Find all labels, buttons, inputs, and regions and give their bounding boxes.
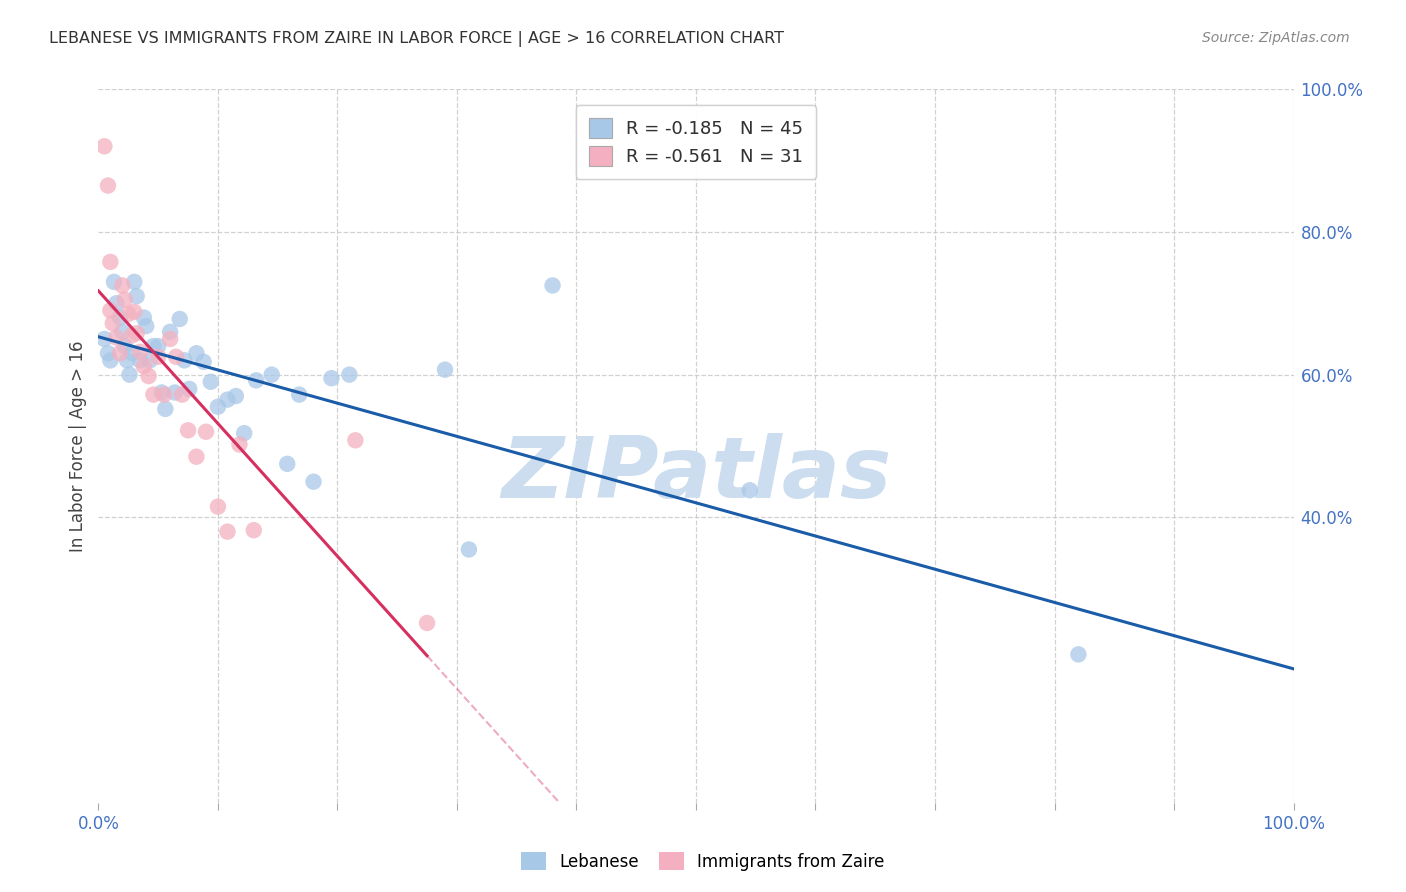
Point	[138, 369, 160, 384]
Point	[132, 310, 155, 325]
Point	[118, 368, 141, 382]
Point	[98, 255, 122, 269]
Point	[344, 434, 367, 448]
Point	[111, 278, 134, 293]
Point	[169, 312, 191, 326]
Point	[434, 362, 457, 376]
Point	[111, 325, 134, 339]
Point	[243, 523, 266, 537]
Point	[121, 328, 143, 343]
Point	[121, 346, 143, 360]
Point	[207, 500, 229, 514]
Point	[142, 339, 165, 353]
Point	[135, 319, 157, 334]
Point	[173, 353, 195, 368]
Point	[186, 450, 208, 464]
Point	[98, 353, 122, 368]
Point	[200, 375, 222, 389]
Point	[163, 385, 186, 400]
Point	[225, 389, 247, 403]
Point	[114, 339, 136, 353]
Point	[148, 339, 170, 353]
Point	[125, 289, 148, 303]
Point	[228, 437, 250, 451]
Point	[108, 310, 131, 325]
Point	[153, 387, 176, 401]
Point	[115, 353, 138, 368]
Point	[179, 382, 201, 396]
Point	[159, 332, 181, 346]
Point	[97, 178, 120, 193]
Y-axis label: In Labor Force | Age > 16: In Labor Force | Age > 16	[69, 340, 87, 552]
Point	[416, 615, 439, 630]
Point	[125, 326, 148, 341]
Point	[105, 330, 128, 344]
Point	[148, 350, 170, 364]
Point	[217, 524, 239, 539]
Point	[1067, 648, 1090, 662]
Point	[124, 275, 146, 289]
Point	[103, 275, 125, 289]
Point	[541, 278, 564, 293]
Point	[139, 353, 162, 368]
Point	[108, 346, 131, 360]
Point	[93, 139, 115, 153]
Point	[288, 387, 311, 401]
Legend: R = -0.185   N = 45, R = -0.561   N = 31: R = -0.185 N = 45, R = -0.561 N = 31	[576, 105, 815, 178]
Text: Source: ZipAtlas.com: Source: ZipAtlas.com	[1202, 31, 1350, 45]
Point	[186, 346, 208, 360]
Point	[458, 542, 481, 557]
Point	[321, 371, 343, 385]
Point	[159, 325, 181, 339]
Point	[276, 457, 298, 471]
Point	[155, 401, 177, 416]
Point	[101, 316, 124, 330]
Point	[245, 373, 267, 387]
Point	[97, 346, 120, 360]
Point	[207, 400, 229, 414]
Point	[339, 368, 361, 382]
Point	[132, 359, 155, 373]
Legend: Lebanese, Immigrants from Zaire: Lebanese, Immigrants from Zaire	[513, 844, 893, 880]
Point	[117, 307, 139, 321]
Point	[233, 426, 256, 441]
Point	[142, 387, 165, 401]
Point	[129, 353, 152, 368]
Point	[124, 305, 146, 319]
Point	[195, 425, 218, 439]
Point	[98, 303, 122, 318]
Text: LEBANESE VS IMMIGRANTS FROM ZAIRE IN LABOR FORCE | AGE > 16 CORRELATION CHART: LEBANESE VS IMMIGRANTS FROM ZAIRE IN LAB…	[49, 31, 785, 47]
Point	[217, 392, 239, 407]
Point	[150, 385, 173, 400]
Point	[114, 293, 136, 307]
Text: ZIPatlas: ZIPatlas	[501, 433, 891, 516]
Point	[260, 368, 283, 382]
Point	[177, 423, 200, 437]
Point	[302, 475, 325, 489]
Point	[172, 387, 194, 401]
Point	[129, 344, 152, 359]
Point	[93, 332, 115, 346]
Point	[193, 355, 215, 369]
Point	[738, 483, 761, 498]
Point	[105, 296, 128, 310]
Point	[165, 350, 187, 364]
